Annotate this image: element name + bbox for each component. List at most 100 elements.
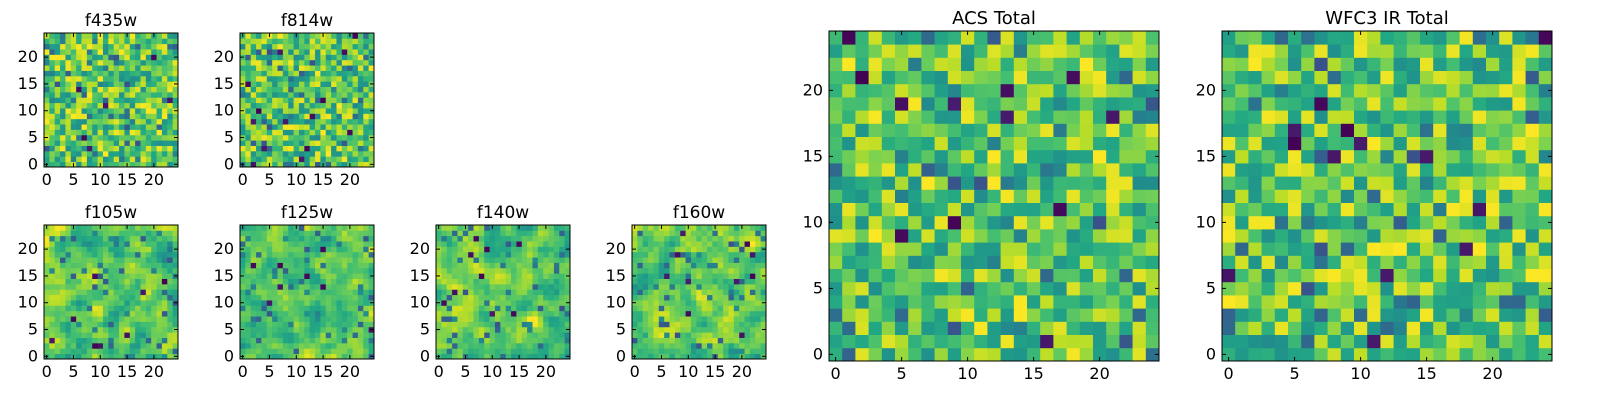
heatmap-cell <box>1354 281 1368 296</box>
heatmap-cell <box>1393 229 1408 243</box>
heatmap-cell <box>685 294 692 301</box>
heatmap-cell <box>113 102 120 109</box>
heatmap-cell <box>65 59 72 66</box>
heatmap-cell <box>347 124 353 130</box>
heatmap-cell <box>108 81 115 87</box>
heatmap-cell <box>1106 44 1120 58</box>
heatmap-cell <box>140 33 147 39</box>
heatmap-cell <box>277 113 284 120</box>
heatmap-cell <box>161 241 168 247</box>
heatmap-cell <box>1079 163 1094 177</box>
heatmap-cell <box>288 289 294 296</box>
heatmap-cell <box>336 305 343 312</box>
heatmap-cell <box>167 262 174 269</box>
heatmap-cell <box>261 49 268 55</box>
heatmap-cell <box>1053 281 1067 296</box>
heatmap-cell <box>632 337 638 344</box>
heatmap-cell <box>947 97 962 111</box>
heatmap-cell <box>161 262 168 269</box>
heatmap-cell <box>145 353 152 360</box>
heatmap-cell <box>315 43 321 50</box>
heatmap-cell <box>76 305 82 312</box>
heatmap-cell <box>347 300 353 306</box>
heatmap-cell <box>1066 321 1081 335</box>
heatmap-cell <box>559 348 566 355</box>
heatmap-cell <box>124 86 131 93</box>
heatmap-cell <box>701 235 708 242</box>
heatmap-cell <box>304 161 311 168</box>
heatmap-cell <box>760 230 767 237</box>
heatmap-cell <box>521 241 528 247</box>
heatmap-cell <box>113 140 120 146</box>
heatmap-cell <box>473 326 480 333</box>
heatmap-cell <box>315 353 321 360</box>
heatmap-cell <box>712 326 719 333</box>
heatmap-cell <box>357 283 364 290</box>
heatmap-cell <box>245 348 252 355</box>
heatmap-cell <box>452 353 458 360</box>
heatmap-cell <box>315 300 321 306</box>
heatmap-cell <box>1393 281 1408 296</box>
heatmap-cell <box>728 294 735 301</box>
heatmap-cell <box>156 278 163 285</box>
heatmap-cell <box>494 241 501 247</box>
heatmap-cell <box>92 86 98 93</box>
heatmap-cell <box>1314 189 1328 203</box>
heatmap-cell <box>1053 189 1067 203</box>
heatmap-cell <box>282 310 289 317</box>
heatmap-cell <box>1340 215 1355 230</box>
heatmap-cell <box>108 273 115 279</box>
y-tick-label: 15 <box>18 266 38 285</box>
heatmap-cell <box>309 129 316 136</box>
heatmap-cell <box>462 235 469 242</box>
heatmap-cell <box>293 262 300 269</box>
heatmap-cell <box>723 289 729 296</box>
heatmap-cell <box>167 134 174 141</box>
heatmap-cell <box>145 321 152 328</box>
heatmap-cell <box>245 129 252 136</box>
heatmap-cell <box>92 316 98 322</box>
heatmap-cell <box>315 305 321 312</box>
heatmap-cell <box>44 235 50 242</box>
heatmap-cell <box>108 102 115 109</box>
heatmap-cell <box>637 257 644 263</box>
heatmap-cell <box>974 202 988 217</box>
heatmap-cell <box>744 241 751 247</box>
heatmap-cell <box>637 283 644 290</box>
heatmap-cell <box>1274 347 1289 362</box>
heatmap-cell <box>97 43 104 50</box>
heatmap-cell <box>500 235 507 242</box>
heatmap-cell <box>368 241 375 247</box>
heatmap-cell <box>277 273 284 279</box>
heatmap-cell <box>855 268 869 283</box>
heatmap-cell <box>81 118 88 125</box>
heatmap-cell <box>696 300 703 306</box>
heatmap-cell <box>129 43 136 50</box>
heatmap-cell <box>331 65 337 71</box>
heatmap-cell <box>527 225 533 231</box>
heatmap-cell <box>462 348 469 355</box>
heatmap-cell <box>707 262 713 269</box>
heatmap-cell <box>65 118 72 125</box>
heatmap-cell <box>1066 202 1081 217</box>
heatmap-cell <box>1093 70 1107 85</box>
heatmap-cell <box>723 235 729 242</box>
heatmap-cell <box>140 145 147 152</box>
heatmap-cell <box>86 310 93 317</box>
heatmap-cell <box>1472 176 1487 190</box>
heatmap-cell <box>129 246 136 253</box>
heatmap-cell <box>537 241 544 247</box>
heatmap-cell <box>172 124 179 130</box>
heatmap-cell <box>49 342 56 349</box>
heatmap-cell <box>240 43 246 50</box>
heatmap-cell <box>54 54 61 61</box>
y-tick-label: 5 <box>224 320 234 339</box>
heatmap-cell <box>282 230 289 237</box>
heatmap-cell <box>842 189 856 203</box>
heatmap-cell <box>97 257 104 263</box>
heatmap-cell <box>446 348 453 355</box>
heatmap-cell <box>331 283 337 290</box>
heatmap-cell <box>1499 215 1513 230</box>
heatmap-cell <box>298 230 305 237</box>
heatmap-cell <box>86 102 93 109</box>
